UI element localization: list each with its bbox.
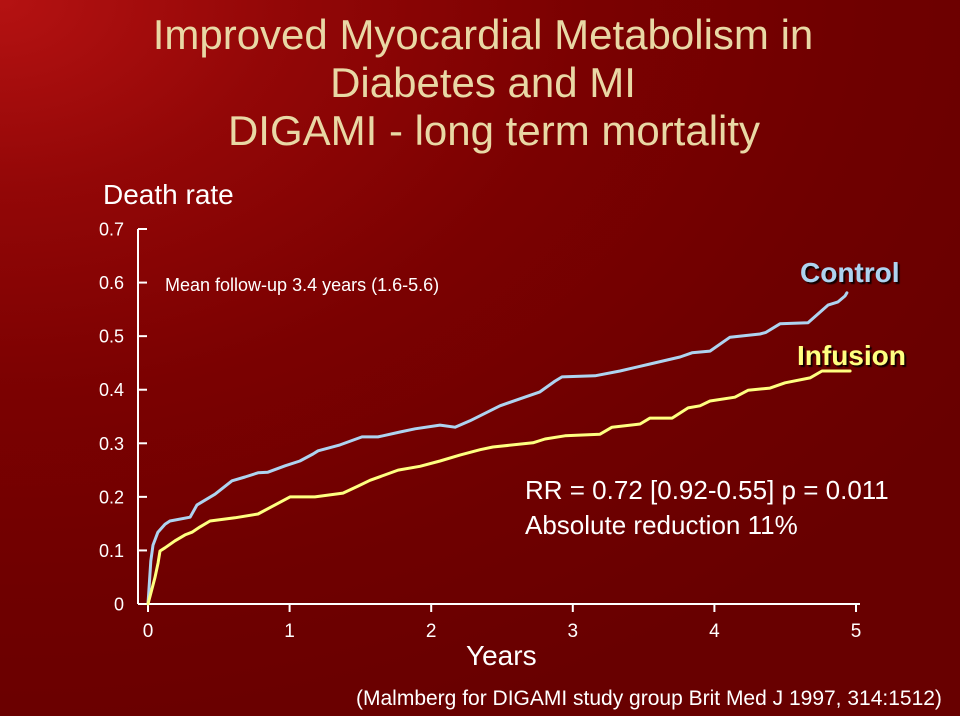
- legend-infusion: Infusion: [797, 340, 906, 371]
- y-tick-label: 0.2: [99, 487, 124, 507]
- y-tick-label: 0.1: [99, 541, 124, 561]
- plot-area: [146, 291, 852, 606]
- x-tick-label: 3: [568, 621, 579, 642]
- title-line-1: Improved Myocardial Metabolism in: [153, 11, 814, 58]
- series-line-control: [146, 291, 849, 606]
- x-tick-label: 1: [284, 621, 295, 642]
- x-tick-label: 5: [851, 621, 862, 642]
- y-tick-label: 0.5: [99, 327, 124, 347]
- y-tick-label: 0.6: [99, 273, 124, 293]
- y-tick-label: 0.7: [99, 220, 124, 240]
- relative-risk-text: RR = 0.72 [0.92-0.55] p = 0.011: [525, 475, 889, 505]
- y-axis-label: Death rate: [103, 179, 234, 210]
- legend-control: Control: [800, 257, 900, 288]
- slide-title: Improved Myocardial Metabolism in Diabet…: [153, 11, 814, 154]
- title-line-2: Diabetes and MI: [330, 59, 636, 106]
- series-line-infusion: [146, 369, 852, 606]
- axes: 0.7 0.6 0.5 0.4 0.3 0.2 0.1 00 1 2 3 4 5: [99, 220, 861, 642]
- citation: (Malmberg for DIGAMI study group Brit Me…: [356, 687, 942, 710]
- chart-title: DIGAMI - long term mortality: [228, 107, 760, 154]
- x-axis-label: Years: [466, 640, 537, 671]
- x-tick-label: 0: [143, 621, 154, 642]
- x-tick-label: 2: [426, 621, 437, 642]
- x-tick-label: 4: [709, 621, 720, 642]
- absolute-reduction-text: Absolute reduction 11%: [525, 510, 798, 540]
- y-tick-label: 0.3: [99, 434, 124, 454]
- follow-up-note: Mean follow-up 3.4 years (1.6-5.6): [165, 275, 439, 295]
- y-tick-label: 0.4: [99, 380, 124, 400]
- y-tick-label: 0: [114, 595, 124, 615]
